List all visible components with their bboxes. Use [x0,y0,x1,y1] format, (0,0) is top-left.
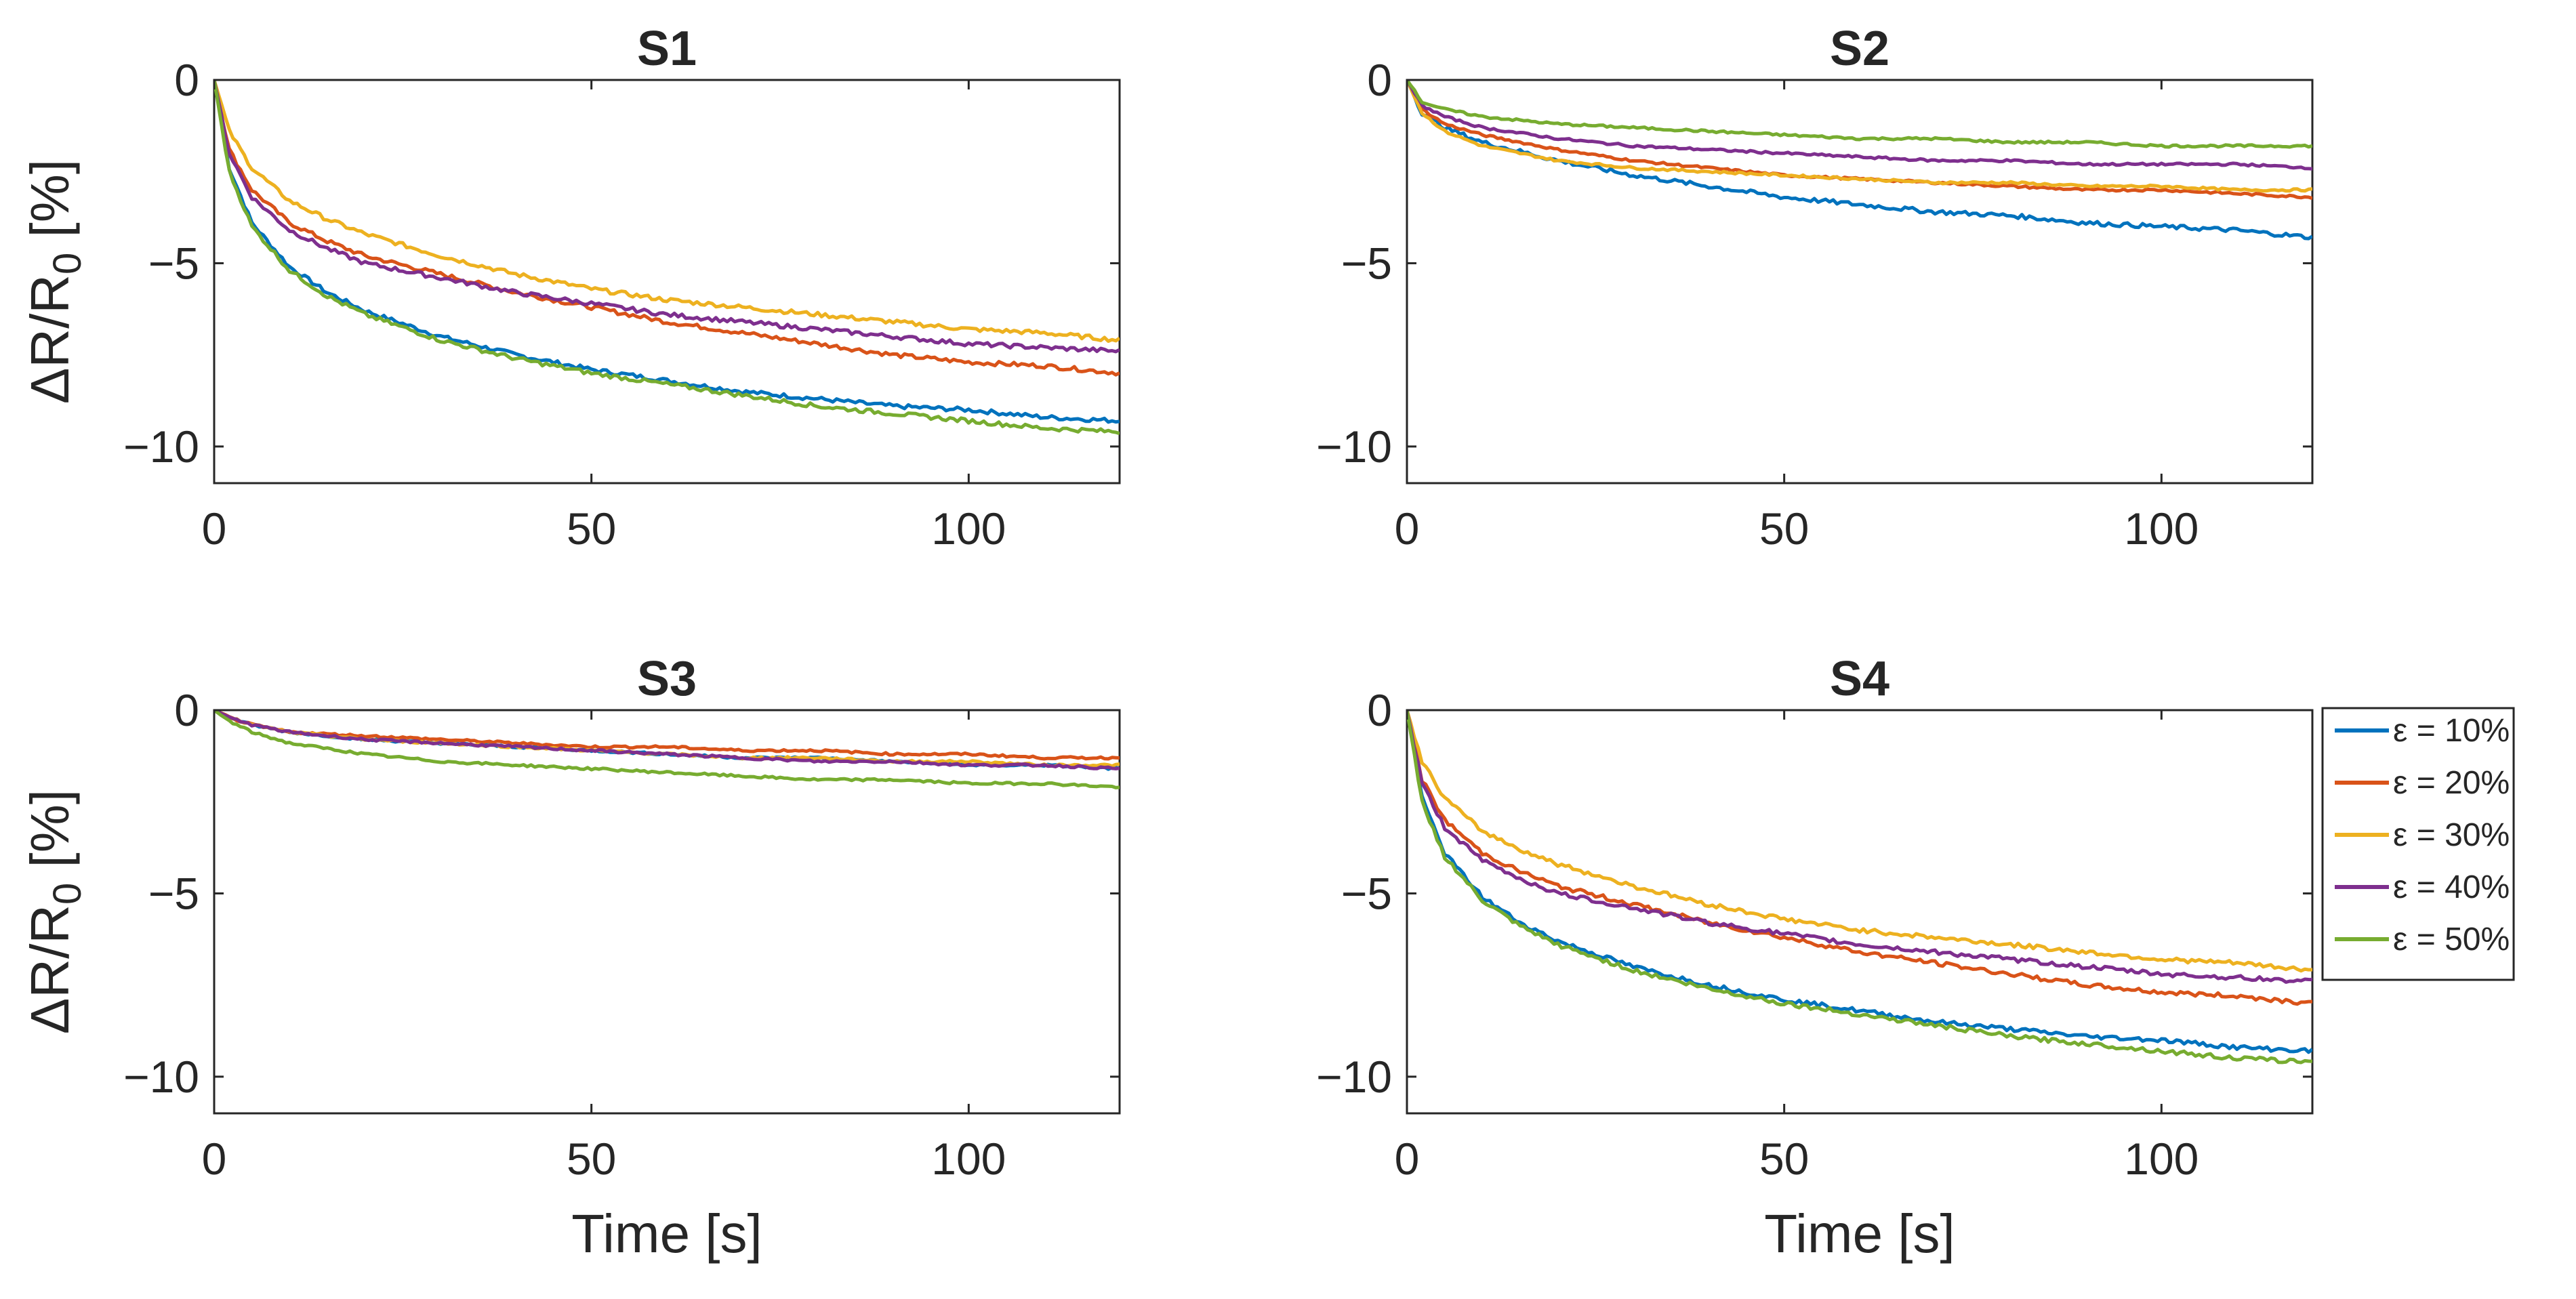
axes-box [213,709,1121,1115]
legend-entry-label: ε = 50% [2393,922,2510,957]
x-tick-label: 50 [1759,1134,1809,1184]
subplot-s2: 0 50 100 0 −5 −10 S2 [1316,22,2314,554]
series-line-30pct [1407,710,2312,973]
y-tick-label: −10 [123,421,199,472]
y-tick-label: −5 [1341,868,1392,918]
x-tick-label: 0 [1395,503,1420,554]
series-line-20pct [214,80,1120,377]
series-line-50pct [1407,80,2312,149]
x-tick-label: 100 [2124,503,2199,554]
series-line-50pct [214,710,1120,789]
subplot-s1: 0 50 100 0 −5 −10 S1 ΔR/R0 [%] [20,22,1121,554]
x-tick-label: 100 [2124,1134,2199,1184]
x-tick-label: 0 [202,503,227,554]
series-line-30pct [1407,80,2312,193]
y-tick-label: −10 [1316,1052,1392,1102]
series-line-40pct [214,710,1120,770]
x-axis-label: Time [s] [571,1203,762,1264]
y-tick-label: 0 [174,685,199,735]
subplot-title: S4 [1830,652,1889,706]
series-line-40pct [1407,80,2312,171]
x-axis-label: Time [s] [1764,1203,1955,1264]
series-line-40pct [1407,710,2312,984]
x-tick-label: 50 [567,503,616,554]
y-tick-label: −10 [1316,421,1392,472]
x-tick-label: 50 [567,1134,616,1184]
series-line-30pct [214,80,1120,343]
axes-box [213,79,1121,484]
y-tick-label: −5 [148,868,199,918]
x-tick-label: 100 [931,1134,1006,1184]
y-tick-label: 0 [1367,685,1392,735]
y-tick-label: 0 [1367,55,1392,105]
series-line-10pct [1407,710,2312,1054]
y-tick-label: 0 [174,55,199,105]
series-line-20pct [1407,710,2312,1006]
subplot-title: S3 [637,652,697,706]
series-lines [1407,80,2312,241]
subplot-title: S1 [637,22,697,76]
y-axis-label: ΔR/R0 [%] [20,789,89,1034]
y-tick-label: −5 [148,238,199,288]
subplot-s3: 0 50 100 0 −5 −10 S3 Time [s] ΔR/R0 [%] [20,652,1121,1264]
legend-entry-label: ε = 20% [2393,765,2510,801]
series-line-50pct [214,80,1120,436]
series-lines [1407,710,2312,1065]
y-tick-label: −10 [123,1052,199,1102]
series-line-40pct [214,80,1120,354]
legend-entry-label: ε = 30% [2393,817,2510,853]
legend: ε = 10% ε = 20% ε = 30% ε = 40% ε = 50% [2321,707,2515,981]
subplot-title: S2 [1830,22,1889,76]
subplot-s4: 0 50 100 0 −5 −10 S4 Time [s] [1316,652,2314,1264]
series-lines [214,80,1120,436]
y-axis-label: ΔR/R0 [%] [20,159,89,404]
x-tick-label: 100 [931,503,1006,554]
legend-entry-label: ε = 40% [2393,869,2510,905]
series-lines [214,710,1120,789]
y-tick-label: −5 [1341,238,1392,288]
series-line-50pct [1407,710,2312,1065]
legend-box [2321,707,2515,981]
series-line-20pct [214,710,1120,761]
axes-box [1406,709,2314,1115]
legend-entry-label: ε = 10% [2393,713,2510,749]
x-tick-label: 0 [1395,1134,1420,1184]
x-tick-label: 50 [1759,503,1809,554]
x-tick-label: 0 [202,1134,227,1184]
